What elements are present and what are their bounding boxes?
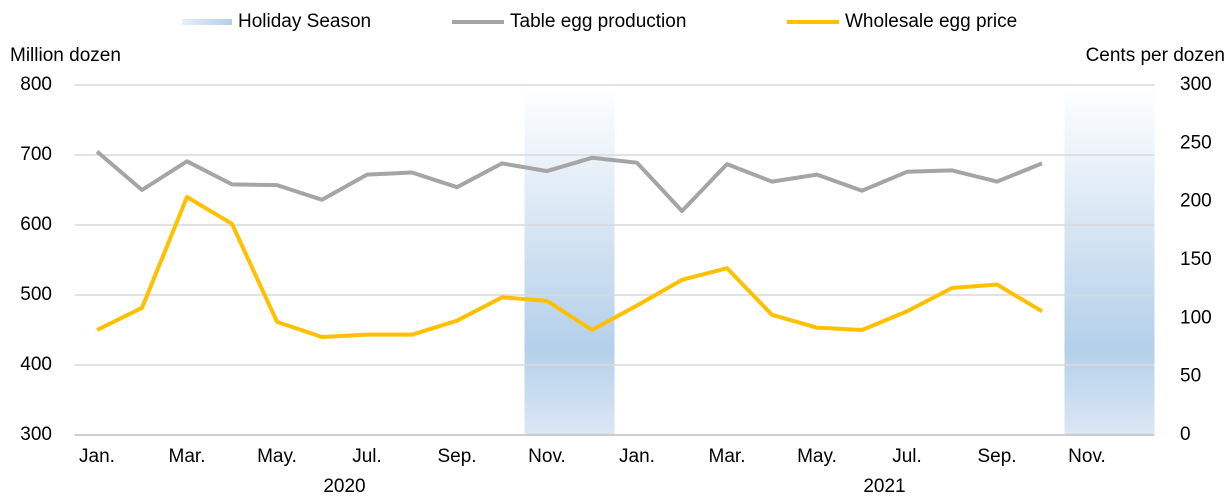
- y-tick-label: 800: [20, 74, 52, 95]
- y-tick-label: 400: [20, 354, 52, 375]
- x-tick-label: May.: [797, 446, 837, 467]
- y-tick-label: 500: [20, 284, 52, 305]
- x-tick-label: Nov.: [528, 446, 566, 467]
- y2-axis-title: Cents per dozen: [1086, 45, 1225, 66]
- holiday-band: [1064, 85, 1155, 435]
- y2-tick-label: 100: [1180, 307, 1212, 328]
- legend-swatch: [182, 19, 232, 25]
- x-tick-label: Nov.: [1068, 446, 1106, 467]
- legend-label: Wholesale egg price: [845, 11, 1017, 32]
- year-label: 2021: [863, 476, 905, 497]
- x-tick-label: Mar.: [709, 446, 746, 467]
- y2-tick-label: 250: [1180, 132, 1212, 153]
- series-line: [96, 195, 1044, 339]
- year-label: 2020: [323, 476, 365, 497]
- y2-tick-label: 200: [1180, 191, 1212, 212]
- holiday-band: [524, 85, 615, 435]
- x-tick-label: May.: [257, 446, 297, 467]
- y2-tick-label: 50: [1180, 366, 1201, 387]
- y-tick-label: 600: [20, 214, 52, 235]
- x-tick-label: Jan.: [619, 446, 655, 467]
- x-tick-label: Jul.: [352, 446, 382, 467]
- y-tick-label: 700: [20, 144, 52, 165]
- y2-tick-label: 300: [1180, 74, 1212, 95]
- legend-label: Table egg production: [510, 11, 686, 32]
- y2-tick-label: 150: [1180, 249, 1212, 270]
- y-tick-label: 300: [20, 424, 52, 445]
- legend-label: Holiday Season: [238, 11, 371, 32]
- series-line: [95, 149, 1043, 213]
- x-tick-label: Mar.: [169, 446, 206, 467]
- x-tick-label: Jul.: [892, 446, 922, 467]
- x-tick-label: Sep.: [977, 446, 1016, 467]
- y-axis-title: Million dozen: [10, 45, 121, 66]
- x-tick-label: Sep.: [437, 446, 476, 467]
- x-tick-label: Jan.: [79, 446, 115, 467]
- y2-tick-label: 0: [1180, 424, 1191, 445]
